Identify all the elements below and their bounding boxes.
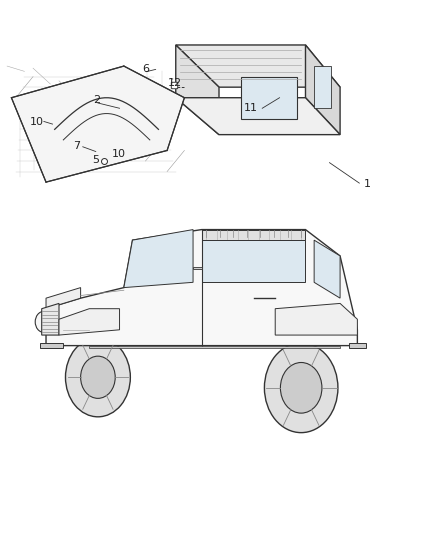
Polygon shape bbox=[193, 266, 202, 269]
Polygon shape bbox=[305, 45, 340, 135]
Text: 10: 10 bbox=[112, 149, 126, 159]
Polygon shape bbox=[124, 230, 193, 288]
Text: 11: 11 bbox=[244, 103, 258, 113]
Polygon shape bbox=[314, 66, 332, 108]
Circle shape bbox=[265, 343, 338, 433]
Polygon shape bbox=[176, 98, 340, 135]
Polygon shape bbox=[42, 303, 59, 335]
Text: 7: 7 bbox=[73, 141, 80, 151]
Polygon shape bbox=[176, 45, 340, 87]
Polygon shape bbox=[59, 309, 120, 335]
Polygon shape bbox=[202, 240, 305, 282]
Text: 6: 6 bbox=[142, 64, 149, 75]
Text: 5: 5 bbox=[92, 155, 99, 165]
Polygon shape bbox=[176, 45, 219, 135]
Polygon shape bbox=[202, 230, 305, 240]
Circle shape bbox=[81, 356, 115, 398]
Polygon shape bbox=[11, 66, 184, 182]
Text: 12: 12 bbox=[168, 78, 182, 87]
Text: 10: 10 bbox=[30, 117, 44, 127]
Circle shape bbox=[66, 338, 131, 417]
Text: 1: 1 bbox=[364, 180, 371, 189]
Polygon shape bbox=[275, 303, 357, 335]
Polygon shape bbox=[46, 230, 357, 345]
Polygon shape bbox=[89, 345, 340, 348]
Circle shape bbox=[35, 311, 53, 333]
Circle shape bbox=[280, 362, 322, 413]
Polygon shape bbox=[46, 288, 81, 309]
Text: 2: 2 bbox=[93, 95, 100, 105]
Polygon shape bbox=[349, 343, 366, 348]
Polygon shape bbox=[314, 240, 340, 298]
Polygon shape bbox=[39, 343, 64, 348]
Polygon shape bbox=[240, 77, 297, 119]
